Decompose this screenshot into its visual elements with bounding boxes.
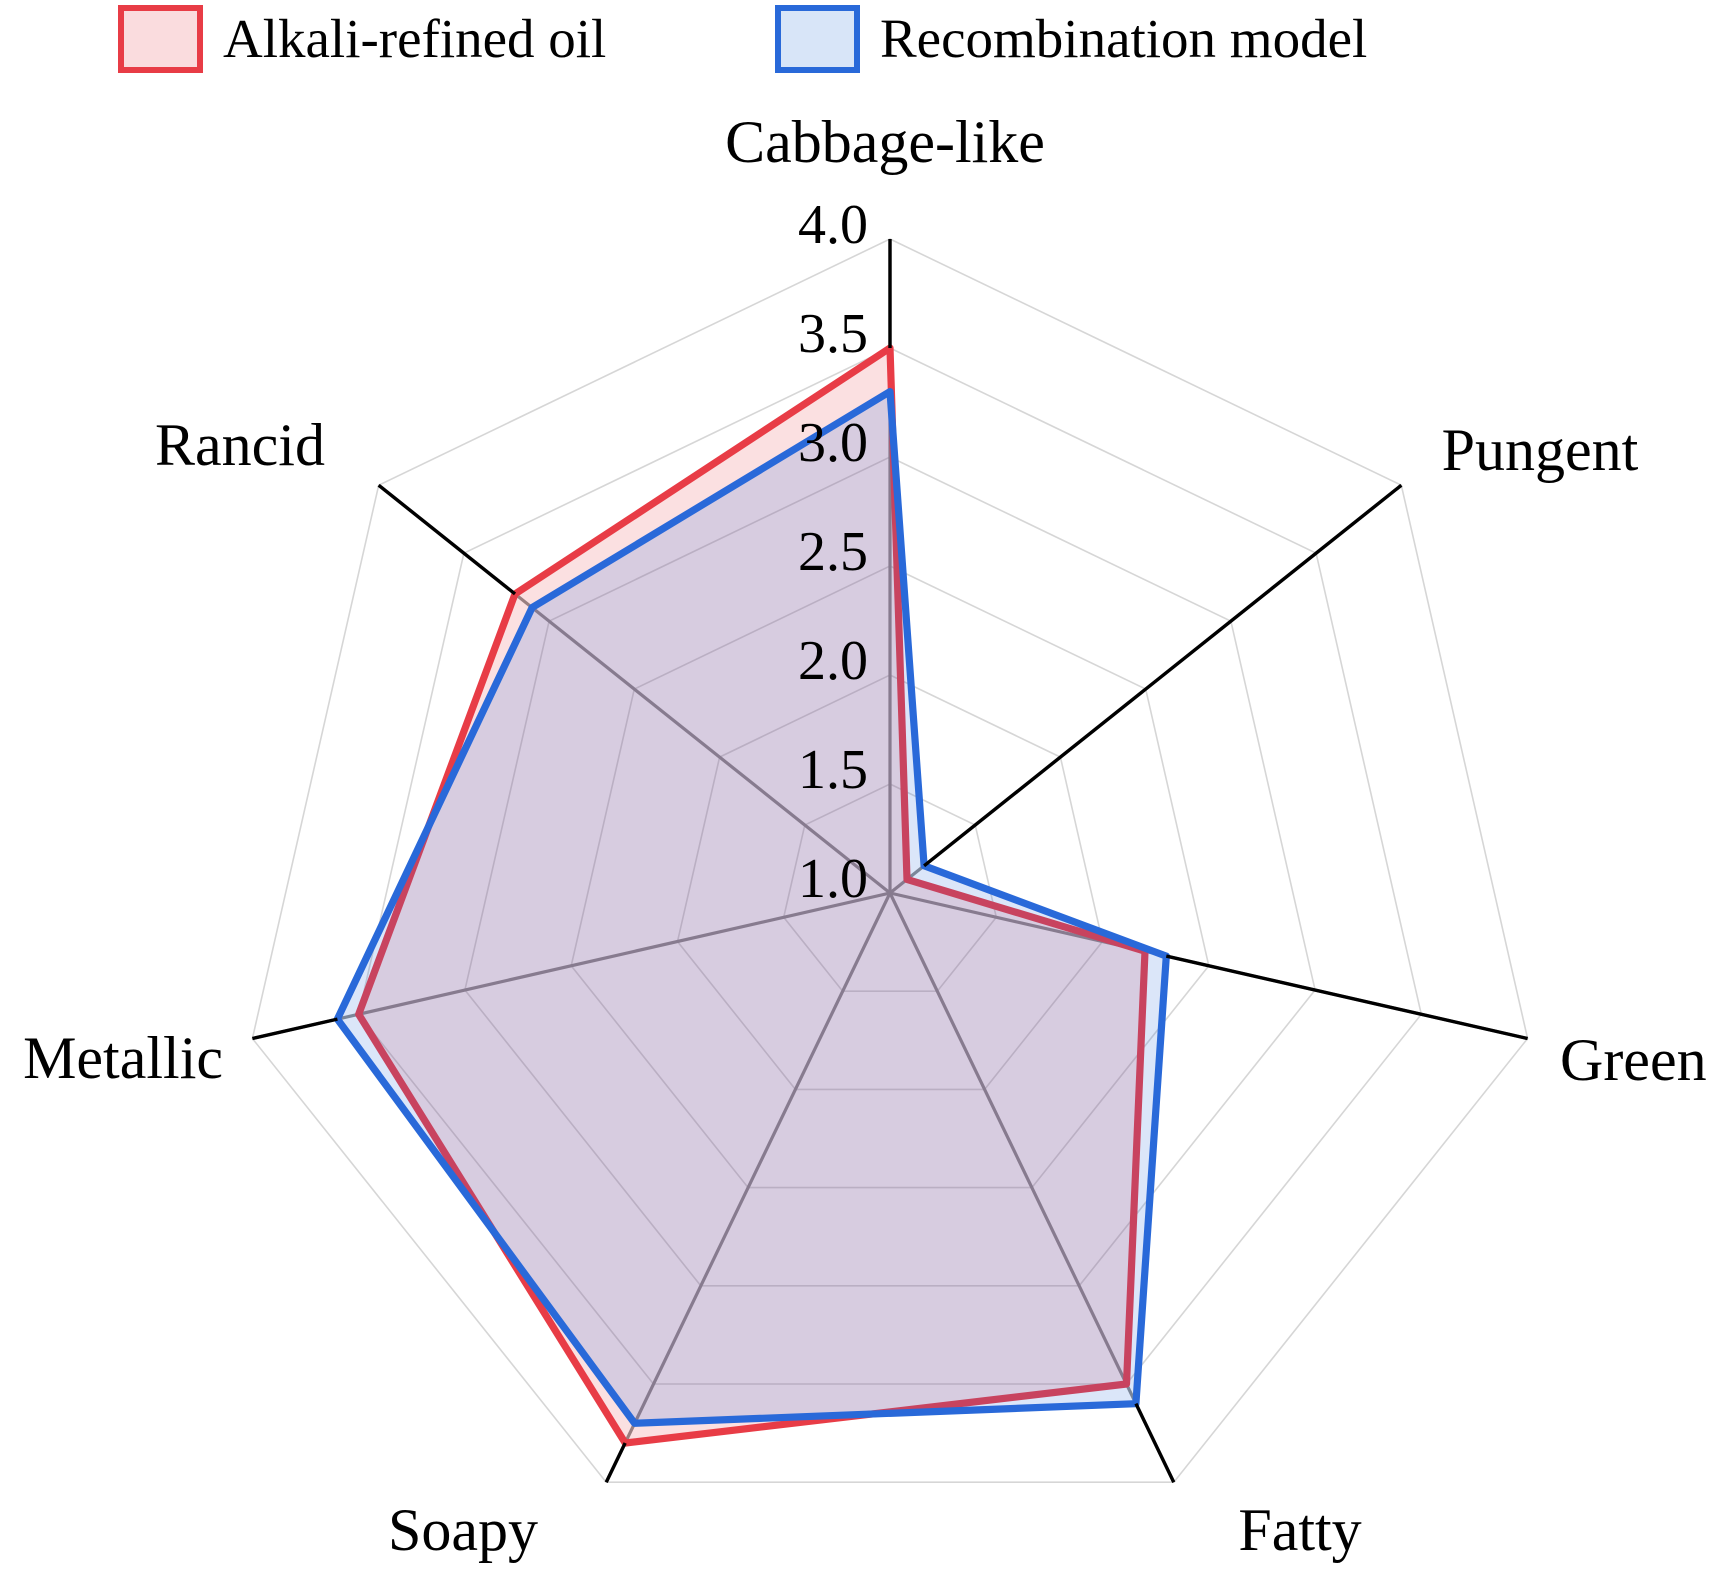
axis-line-rancid [377,483,517,596]
grid-ring [570,565,1210,1189]
legend-item-recombination-model: Recombination model [775,4,1367,74]
series-polygon-recombination-model [333,388,1170,1427]
radial-tick-label: 2.5 [798,521,868,583]
category-label-soapy: Soapy [388,1497,538,1563]
category-label-rancid: Rancid [155,412,325,478]
legend-swatch-alkali-refined-oil [118,5,203,73]
category-label-pungent: Pungent [1442,417,1639,483]
radial-tick-label: 4.0 [798,194,868,256]
grid-ring [782,783,998,993]
axis-line-fatty [1134,1402,1176,1483]
radial-tick-label: 1.5 [798,739,868,801]
legend-item-alkali-refined-oil: Alkali-refined oil [118,4,606,74]
legend-label-alkali-refined-oil: Alkali-refined oil [223,8,607,69]
grid-ring [251,238,1529,1483]
radial-tick-label: 3.0 [798,412,868,474]
axis-line-soapy [604,1442,627,1483]
axis-spoke [604,892,892,1483]
legend-swatch-recombination-model [775,5,860,73]
category-label-green: Green [1560,1027,1707,1093]
grid-ring [464,456,1316,1287]
grid-ring [357,347,1423,1385]
category-label-metallic: Metallic [23,1025,223,1091]
axis-line-pungent [923,483,1403,868]
radial-tick-label: 3.5 [798,303,868,365]
category-label-fatty: Fatty [1238,1497,1361,1563]
axis-line-green [1165,954,1528,1041]
radial-tick-label: 1.0 [798,848,868,910]
category-label-cabbage-like: Cabbage-like [725,109,1045,175]
radial-tick-label: 2.0 [798,630,868,692]
grid-ring [676,674,1104,1091]
axis-line-metallic [252,1017,338,1041]
legend-label-recombination-model: Recombination model [880,8,1368,69]
